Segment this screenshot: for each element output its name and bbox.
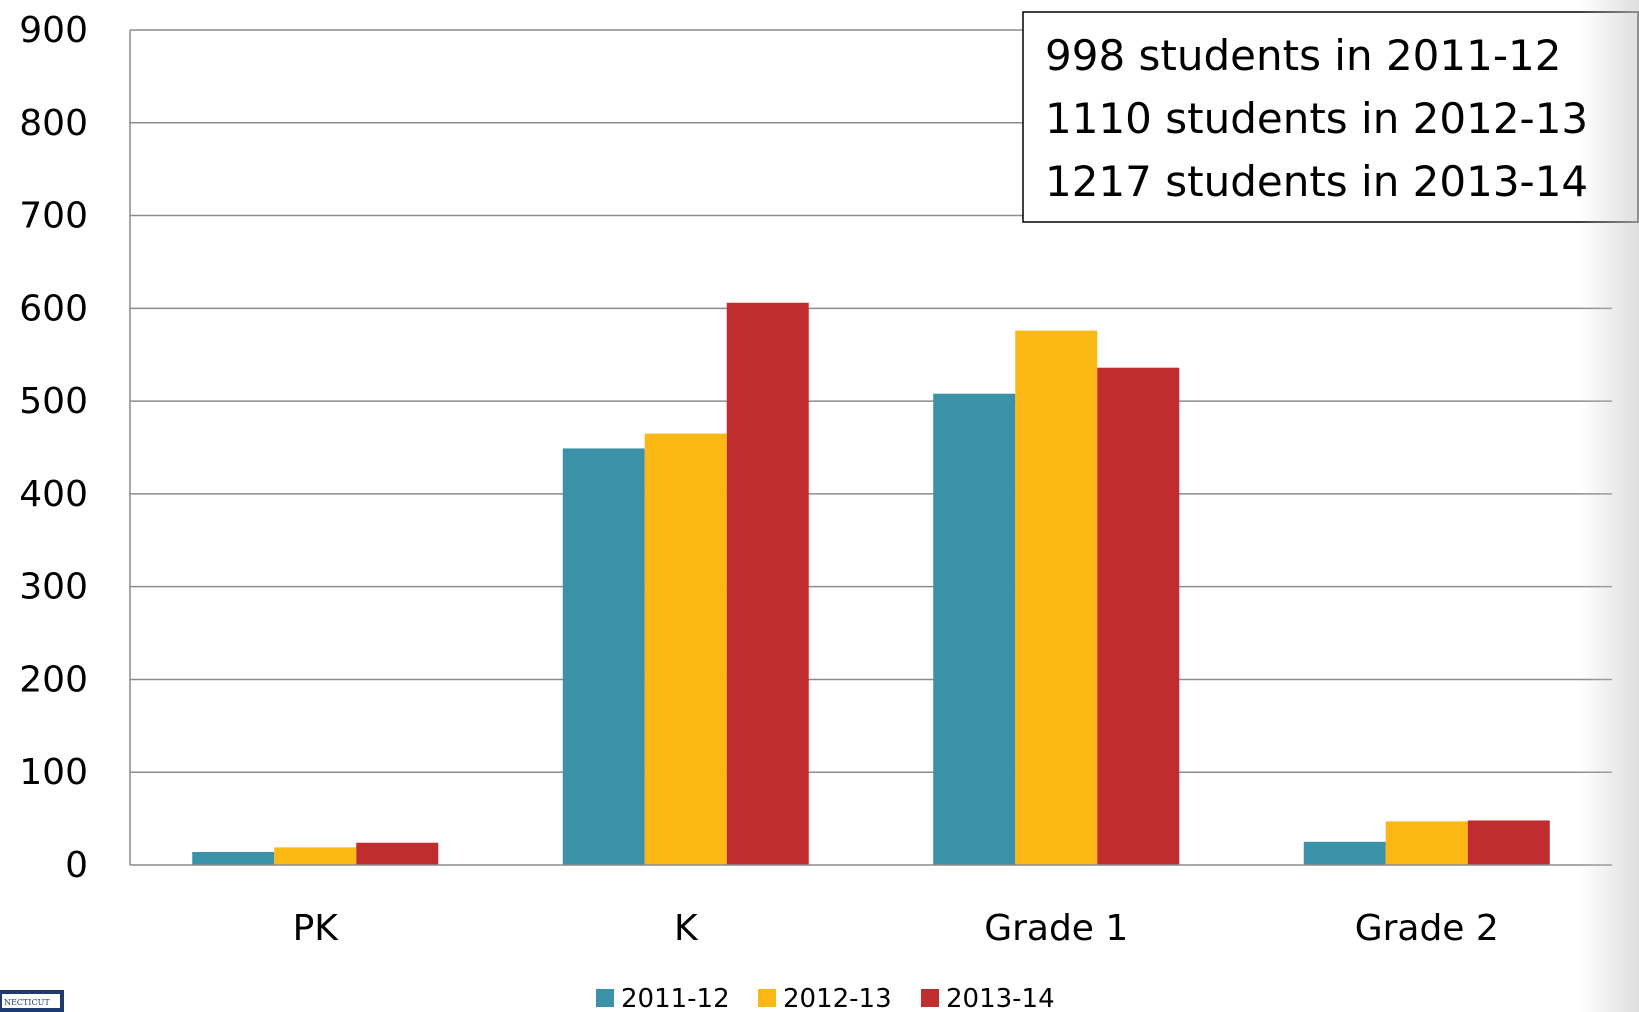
legend-label: 2013-14 [946, 984, 1055, 1012]
annotation-line: 1110 students in 2012-13 [1045, 94, 1588, 143]
legend-label: 2012-13 [783, 984, 892, 1012]
y-tick-label: 500 [19, 381, 88, 422]
bar-pk-2013-14 [356, 842, 439, 865]
logo-text: NECTICUT [4, 998, 50, 1007]
y-tick-label: 100 [19, 752, 88, 793]
legend-label: 2011-12 [621, 984, 730, 1012]
bar-grade-1-2011-12 [933, 393, 1016, 865]
y-tick-label: 900 [19, 10, 88, 51]
y-tick-label: 300 [19, 567, 88, 608]
axes [129, 30, 1612, 866]
x-category-label: K [674, 908, 699, 949]
bar-grade-1-2012-13 [1015, 330, 1098, 866]
grid-lines [130, 29, 1612, 773]
y-tick-label: 700 [19, 196, 88, 237]
logo: NECTICUT [0, 990, 64, 1012]
legend-swatch-2013-14 [921, 989, 939, 1007]
bar-grade-2-2012-13 [1385, 821, 1468, 865]
x-category-label: PK [293, 908, 340, 949]
bar-grade-1-2013-14 [1097, 367, 1180, 865]
bar-grade-2-2011-12 [1303, 841, 1386, 865]
legend: 2011-12 2012-13 2013-14 [596, 984, 1055, 1012]
bar-pk-2011-12 [192, 852, 275, 865]
annotation-line: 1217 students in 2013-14 [1045, 157, 1588, 206]
annotation-frame [1022, 11, 1639, 223]
bar-k-2011-12 [562, 448, 645, 865]
x-category-label: Grade 1 [984, 908, 1128, 949]
bar-k-2013-14 [726, 302, 809, 865]
legend-swatch-2011-12 [596, 989, 614, 1007]
bar-pk-2012-13 [274, 847, 357, 865]
y-tick-labels: 0 100 200 300 400 500 600 700 800 900 [19, 10, 88, 886]
x-category-label: Grade 2 [1355, 908, 1499, 949]
annotation-line: 998 students in 2011-12 [1045, 31, 1561, 80]
bars [192, 302, 1550, 866]
y-tick-label: 400 [19, 474, 88, 515]
y-tick-label: 200 [19, 659, 88, 700]
y-tick-label: 600 [19, 288, 88, 329]
edge-shade [1579, 0, 1639, 1012]
legend-swatch-2012-13 [758, 989, 776, 1007]
y-tick-label: 0 [65, 845, 88, 886]
annotation-box: 998 students in 2011-12 1110 students in … [1022, 11, 1639, 223]
x-category-labels: PK K Grade 1 Grade 2 [293, 908, 1499, 949]
y-tick-label: 800 [19, 103, 88, 144]
bar-k-2012-13 [644, 433, 727, 865]
bar-grade-2-2013-14 [1467, 820, 1550, 865]
